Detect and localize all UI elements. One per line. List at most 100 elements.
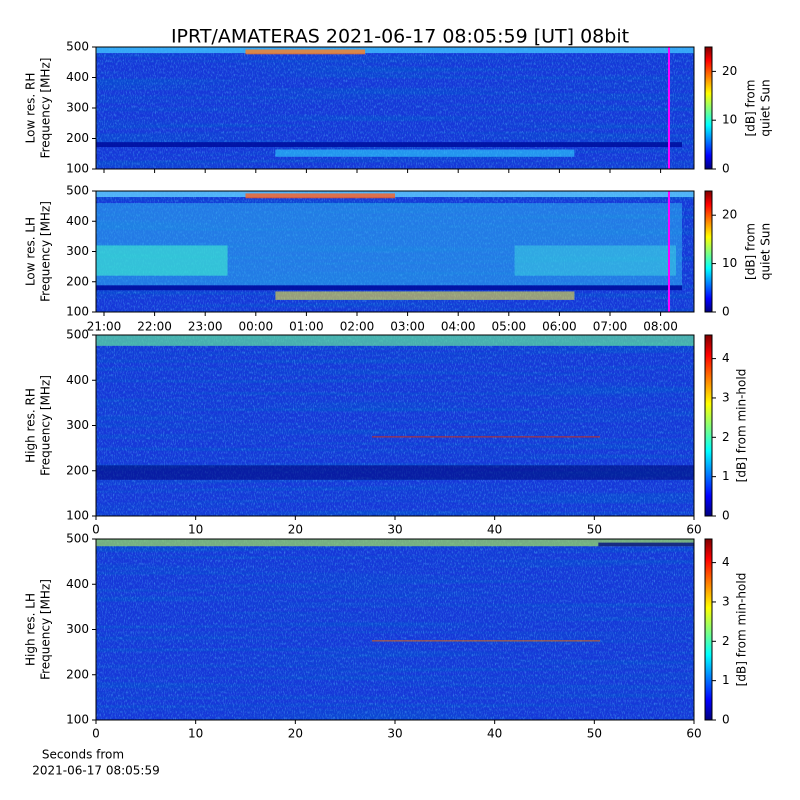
y-axis-label: High res. LH [24, 593, 38, 666]
spectrogram-noise [96, 335, 694, 516]
x-tick-label: 10 [188, 523, 203, 537]
y-tick-label: 300 [66, 101, 89, 115]
x-tick-label: 00:00 [239, 320, 274, 334]
y-tick-label: 400 [66, 70, 89, 84]
y-axis-label: Low res. RH [24, 73, 38, 144]
colorbar-tick-label: 3 [722, 390, 730, 404]
y-tick-label: 300 [66, 244, 89, 258]
x-tick-label: 04:00 [441, 320, 476, 334]
colorbar-tick-label: 0 [722, 713, 730, 727]
x-axis-label: 2021-06-17 08:05:59 [32, 764, 159, 778]
spectrogram-noise [96, 539, 694, 720]
x-tick-label: 21:00 [87, 320, 122, 334]
x-tick-label: 50 [587, 523, 602, 537]
y-axis-label: High res. RH [24, 388, 38, 463]
x-tick-label: 20 [288, 523, 303, 537]
y-tick-label: 400 [66, 577, 89, 591]
colorbar-label: [dB] from min-hold [735, 573, 749, 687]
y-tick-label: 200 [66, 131, 89, 145]
colorbar [704, 46, 713, 170]
y-axis-label: Frequency [MHz] [39, 579, 53, 680]
x-tick-label: 23:00 [188, 320, 223, 334]
y-tick-label: 200 [66, 274, 89, 288]
colorbar-tick-label: 1 [722, 673, 730, 687]
y-axis-label: Low res. LH [24, 217, 38, 286]
colorbar-tick-label: 10 [722, 113, 737, 127]
figure-title: IPRT/AMATERAS 2021-06-17 08:05:59 [UT] 0… [171, 26, 629, 48]
x-tick-label: 60 [686, 523, 701, 537]
colorbar-label: quiet Sun [759, 79, 773, 136]
colorbar-tick-label: 10 [722, 256, 737, 270]
x-tick-label: 07:00 [593, 320, 628, 334]
x-tick-label: 06:00 [542, 320, 577, 334]
spectrogram-band [96, 47, 694, 54]
colorbar-label: quiet Sun [759, 223, 773, 280]
x-tick-label: 60 [686, 727, 701, 741]
y-tick-label: 300 [66, 622, 89, 636]
y-tick-label: 100 [66, 162, 89, 176]
spectrogram-band [96, 142, 683, 148]
colorbar-tick-label: 0 [722, 305, 730, 319]
y-axis-label: Frequency [MHz] [39, 375, 53, 476]
x-tick-label: 08:00 [643, 320, 678, 334]
x-tick-label: 40 [487, 523, 502, 537]
x-tick-label: 01:00 [289, 320, 324, 334]
x-tick-label: 02:00 [340, 320, 375, 334]
spectrogram-band [598, 542, 694, 547]
x-tick-label: 30 [387, 523, 402, 537]
colorbar-tick-label: 3 [722, 594, 730, 608]
colorbar-label: [dB] from min-hold [735, 369, 749, 483]
y-tick-label: 100 [66, 713, 89, 727]
spectrogram-band [275, 291, 575, 300]
x-tick-label: 40 [487, 727, 502, 741]
spectrogram-band [245, 49, 366, 55]
spectrogram-band [275, 149, 575, 157]
x-tick-label: 05:00 [492, 320, 527, 334]
x-tick-label: 0 [92, 727, 100, 741]
colorbar-label: [dB] from [744, 223, 758, 280]
y-tick-label: 500 [66, 532, 89, 546]
colorbar-tick-label: 4 [722, 351, 730, 365]
y-tick-label: 100 [66, 305, 89, 319]
x-axis-label: Seconds from [42, 748, 124, 762]
y-axis-label: Frequency [MHz] [39, 201, 53, 302]
colorbar-tick-label: 20 [722, 64, 737, 78]
y-tick-label: 500 [66, 184, 89, 198]
x-tick-label: 10 [188, 727, 203, 741]
colorbar-tick-label: 2 [722, 430, 730, 444]
y-axis-label: Frequency [MHz] [39, 58, 53, 159]
y-tick-label: 100 [66, 509, 89, 523]
x-tick-label: 03:00 [390, 320, 425, 334]
y-tick-label: 500 [66, 40, 89, 54]
spectrogram-band [245, 193, 395, 199]
spectrogram-band [514, 245, 677, 276]
colorbar-tick-label: 4 [722, 555, 730, 569]
x-tick-label: 30 [387, 727, 402, 741]
colorbar-label: [dB] from [744, 80, 758, 137]
colorbar-tick-label: 1 [722, 469, 730, 483]
colorbar-tick-label: 0 [722, 162, 730, 176]
colorbar-tick-label: 0 [722, 509, 730, 523]
y-tick-label: 200 [66, 463, 89, 477]
colorbar-tick-label: 20 [722, 208, 737, 222]
colorbar-tick-label: 2 [722, 634, 730, 648]
y-tick-label: 400 [66, 373, 89, 387]
y-tick-label: 300 [66, 418, 89, 432]
colorbar [704, 190, 713, 313]
y-tick-label: 400 [66, 214, 89, 228]
spectrogram-band [96, 335, 694, 346]
colorbar [704, 334, 713, 517]
spectrogram-band [96, 539, 694, 547]
y-tick-label: 500 [66, 328, 89, 342]
spectrogram-band [96, 285, 683, 291]
x-tick-label: 50 [587, 727, 602, 741]
y-tick-label: 200 [66, 667, 89, 681]
colorbar [704, 538, 713, 721]
spectrogram-noise [96, 47, 694, 169]
x-tick-label: 22:00 [137, 320, 172, 334]
spectrogram-band [96, 245, 228, 276]
x-tick-label: 0 [92, 523, 100, 537]
spectrogram-band [96, 465, 694, 480]
x-tick-label: 20 [288, 727, 303, 741]
